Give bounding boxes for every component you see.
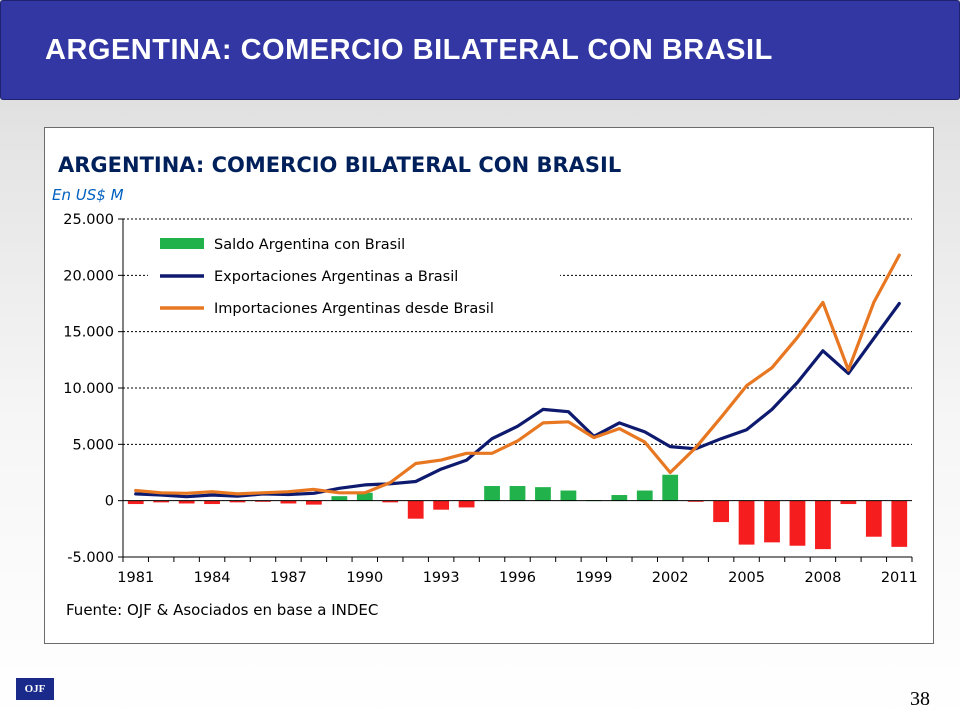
y-tick-label: 15.000 xyxy=(63,325,114,341)
bar-saldo xyxy=(153,500,170,503)
ojf-logo: OJF xyxy=(16,678,54,700)
bar-saldo xyxy=(662,474,679,501)
chart-title: ARGENTINA: COMERCIO BILATERAL CON BRASIL xyxy=(58,153,622,177)
y-tick-label: -5.000 xyxy=(67,550,114,566)
bar-saldo xyxy=(382,500,399,503)
chart-subtitle: En US$ M xyxy=(52,186,124,204)
bar-saldo xyxy=(433,500,450,510)
x-tick-label: 2011 xyxy=(881,570,918,586)
bar-saldo xyxy=(840,500,857,505)
y-tick-label: 20.000 xyxy=(63,268,114,284)
x-tick-label: 2005 xyxy=(728,570,765,586)
x-tick-label: 1981 xyxy=(117,570,154,586)
bar-saldo xyxy=(331,496,348,501)
legend-label: Saldo Argentina con Brasil xyxy=(214,237,405,253)
bar-saldo xyxy=(789,500,806,546)
bar-saldo xyxy=(636,490,653,501)
bar-saldo xyxy=(815,500,831,550)
x-tick-label: 2008 xyxy=(804,570,841,586)
slide-title: ARGENTINA: COMERCIO BILATERAL CON BRASIL xyxy=(45,34,773,66)
legend-label: Exportaciones Argentinas a Brasil xyxy=(214,269,458,285)
x-tick-label: 1999 xyxy=(575,570,612,586)
x-tick-label: 1987 xyxy=(270,570,307,586)
bar-saldo xyxy=(356,492,373,501)
legend-swatch-bar xyxy=(160,238,204,249)
x-tick-label: 1990 xyxy=(346,570,383,586)
bar-saldo xyxy=(484,486,500,501)
x-tick-label: 1984 xyxy=(194,570,231,586)
bar-saldo xyxy=(535,487,551,501)
bar-saldo xyxy=(178,500,195,504)
x-tick-label: 1993 xyxy=(423,570,460,586)
line-exportaciones xyxy=(134,301,901,499)
bar-saldo xyxy=(280,500,297,504)
x-tick-label: 1996 xyxy=(499,570,536,586)
legend: Saldo Argentina con Brasil Exportaciones … xyxy=(148,229,560,322)
bar-saldo xyxy=(204,500,220,505)
bar-saldo xyxy=(509,486,526,501)
bar-saldo xyxy=(611,495,628,501)
legend-box xyxy=(148,229,560,322)
slide-header: ARGENTINA: COMERCIO BILATERAL CON BRASIL xyxy=(0,0,960,100)
bar-saldo xyxy=(127,500,144,505)
bar-saldo xyxy=(458,500,475,508)
bar-saldo xyxy=(255,500,271,502)
x-tick-label: 2002 xyxy=(652,570,689,586)
bar-saldo xyxy=(738,500,755,545)
bar-saldo xyxy=(229,500,246,503)
page-number: 38 xyxy=(910,688,930,710)
bar-saldo xyxy=(305,500,322,505)
y-tick-label: 5.000 xyxy=(72,437,114,453)
line-importaciones xyxy=(134,253,901,496)
bar-saldo xyxy=(865,500,882,537)
series-lines xyxy=(134,253,901,499)
y-tick-label: 25.000 xyxy=(63,212,114,228)
bar-saldo xyxy=(891,500,908,547)
bar-saldo xyxy=(560,490,577,501)
bar-saldo xyxy=(764,500,780,543)
bars-saldo xyxy=(127,474,908,550)
bar-saldo xyxy=(713,500,730,523)
legend-label: Importaciones Argentinas desde Brasil xyxy=(214,301,494,317)
y-tick-label: 10.000 xyxy=(63,381,114,397)
bar-saldo xyxy=(407,500,424,519)
bar-saldo xyxy=(687,500,704,502)
axes: 25.000 20.000 15.000 10.000 5.000 0 -5.0001981… xyxy=(63,212,917,586)
chart-source: Fuente: OJF & Asociados en base a INDEC xyxy=(66,601,379,619)
chart-panel xyxy=(44,127,934,644)
y-tick-label: 0 xyxy=(105,494,114,510)
